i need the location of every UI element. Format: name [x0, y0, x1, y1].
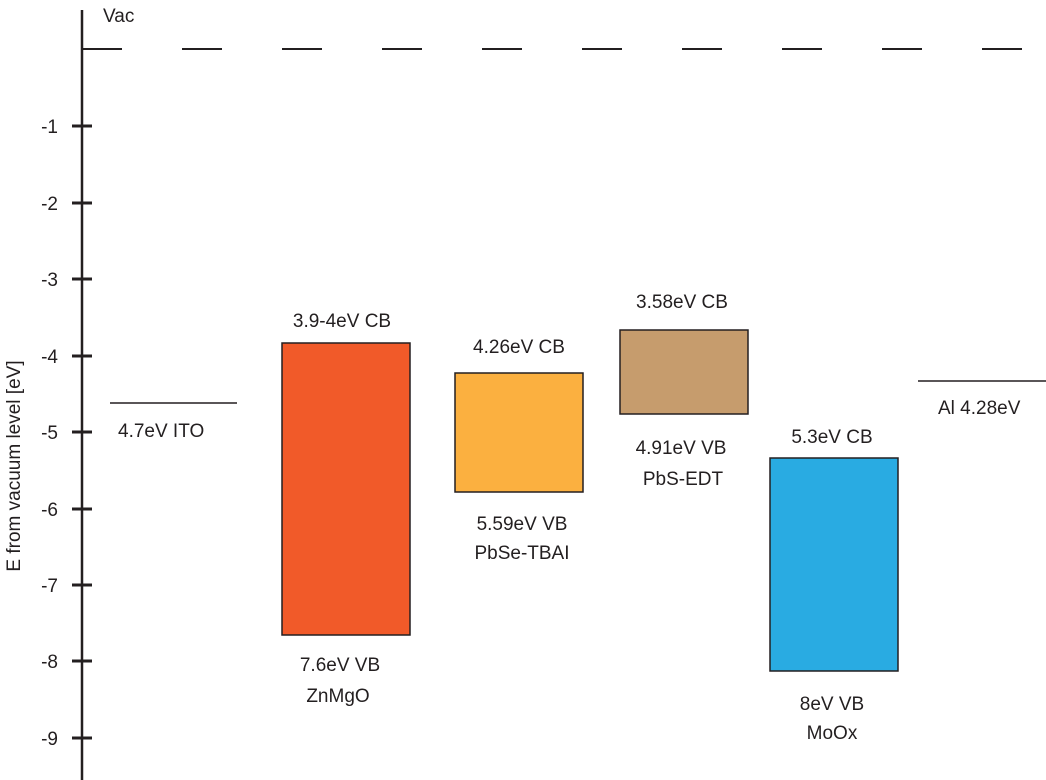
tick-label: -2 [41, 194, 58, 215]
moox-cb-label: 5.3eV CB [791, 427, 872, 448]
znmgo-vb-label: 7.6eV VB [300, 655, 380, 676]
layer-pbs-edt: 3.58eV CB 4.91eV VB PbS-EDT [619, 292, 749, 490]
tick-5: -5 [41, 423, 92, 444]
pbs-edt-cb-label: 3.58eV CB [636, 292, 728, 313]
znmgo-cb-label: 3.9-4eV CB [293, 311, 391, 332]
axis-title: E from vacuum level [eV] [4, 360, 25, 571]
pbse-tbai-cb-label: 4.26eV CB [473, 337, 565, 358]
tick-label: -3 [41, 270, 58, 291]
tick-1: -1 [41, 117, 92, 138]
pbs-edt-name: PbS-EDT [643, 469, 724, 490]
tick-2: -2 [41, 194, 92, 215]
layer-znmgo: 3.9-4eV CB 7.6eV VB ZnMgO [281, 311, 411, 707]
znmgo-band-box [281, 342, 411, 636]
tick-label: -5 [41, 423, 58, 444]
tick-3: -3 [41, 270, 92, 291]
electrode-al: Al 4.28eV [918, 380, 1046, 419]
tick-label: -7 [41, 576, 58, 597]
pbs-edt-band-box [619, 329, 749, 415]
pbse-tbai-vb-label: 5.59eV VB [477, 514, 568, 535]
vacuum-label: Vac [103, 6, 134, 27]
tick-8: -8 [41, 652, 92, 673]
moox-name: MoOx [807, 723, 858, 744]
tick-label: -8 [41, 652, 58, 673]
pbse-tbai-name: PbSe-TBAI [474, 543, 569, 564]
layer-pbse-tbai: 4.26eV CB 5.59eV VB PbSe-TBAI [454, 337, 584, 564]
tick-4: -4 [41, 347, 92, 368]
moox-vb-label: 8eV VB [800, 694, 864, 715]
znmgo-name: ZnMgO [306, 686, 369, 707]
tick-label: -6 [41, 500, 58, 521]
pbse-tbai-band-box [454, 372, 584, 493]
pbs-edt-vb-label: 4.91eV VB [636, 438, 727, 459]
layer-moox: 5.3eV CB 8eV VB MoOx [769, 427, 899, 744]
tick-9: -9 [41, 729, 92, 750]
tick-label: -4 [41, 347, 58, 368]
tick-label: -9 [41, 729, 58, 750]
ito-label: 4.7eV ITO [118, 421, 204, 442]
al-label: Al 4.28eV [938, 398, 1021, 419]
tick-7: -7 [41, 576, 92, 597]
electrode-ito: 4.7eV ITO [110, 402, 237, 442]
tick-label: -1 [41, 117, 58, 138]
moox-band-box [769, 457, 899, 672]
tick-6: -6 [41, 500, 92, 521]
